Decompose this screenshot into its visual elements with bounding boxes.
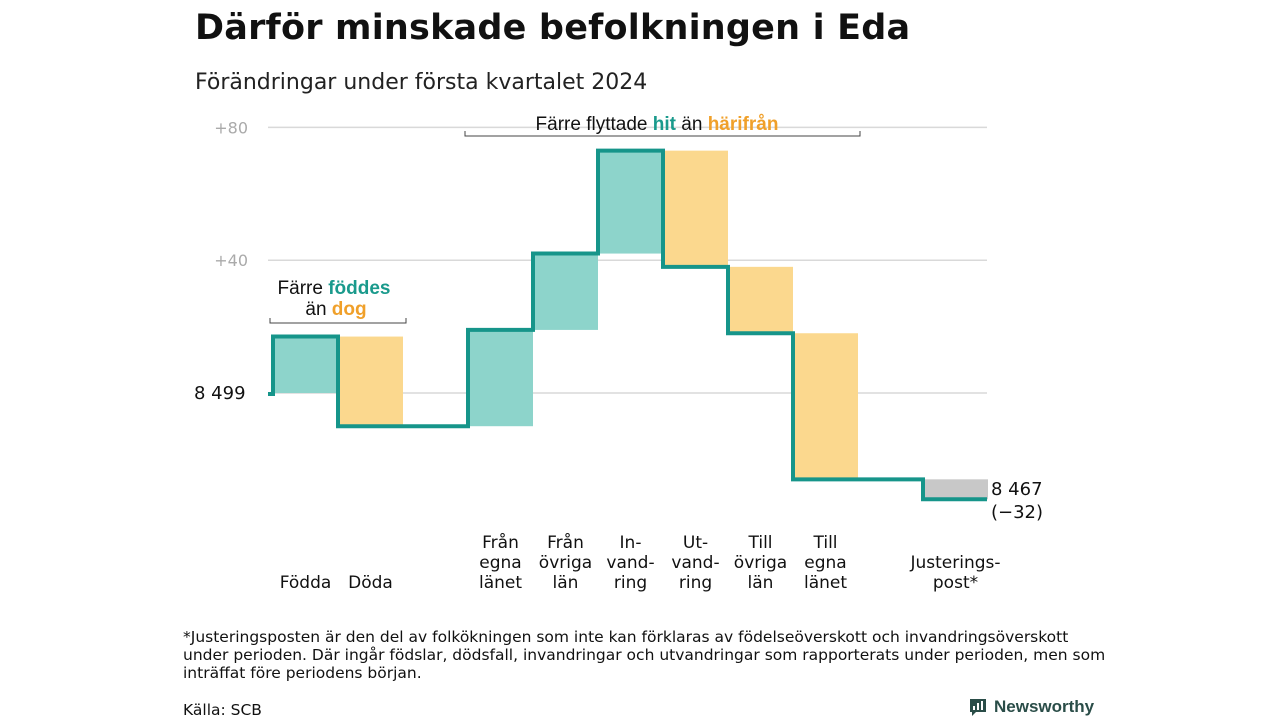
category-label: ring	[679, 573, 712, 593]
brand-name: Newsworthy	[994, 697, 1095, 716]
category-label: Från	[547, 532, 584, 553]
newsworthy-logo-icon	[970, 699, 986, 716]
category-label: egna	[479, 553, 521, 573]
category-label: Döda	[348, 573, 393, 593]
bar-adjust	[923, 479, 988, 500]
y-tick-label: +80	[214, 118, 248, 137]
category-label: vand-	[671, 553, 719, 573]
newsworthy-logo: Newsworthy	[968, 697, 1094, 717]
bar-in	[598, 150, 663, 254]
moves-bracket	[464, 131, 861, 137]
moves-annotation: Färre flyttade hit än härifrån	[536, 114, 779, 135]
bar-in	[273, 336, 338, 393]
category-label: egna	[804, 553, 846, 573]
y-tick-label: +40	[214, 251, 248, 270]
bar-out	[663, 150, 728, 267]
births-bracket	[269, 318, 407, 324]
category-label: övriga	[539, 553, 592, 573]
end-change-label: (−32)	[991, 502, 1043, 523]
category-label: post*	[933, 573, 978, 593]
category-label: länet	[804, 573, 847, 593]
category-label: länet	[479, 573, 522, 593]
births-annotation-line2: än dog	[305, 299, 366, 320]
source-label: Källa: SCB	[183, 701, 262, 719]
category-label: övriga	[734, 553, 787, 573]
category-label: län	[553, 573, 579, 593]
bar-out	[793, 333, 858, 480]
footnote: *Justeringsposten är den del av folkökni…	[183, 628, 1106, 682]
bar-out	[728, 266, 793, 334]
chart-title: Därför minskade befolkningen i Eda	[195, 8, 911, 48]
category-label: Ut-	[683, 533, 708, 553]
category-label: Till	[747, 533, 772, 553]
category-label: Till	[812, 533, 837, 553]
cumulative-step-line	[268, 148, 987, 502]
category-label: ring	[614, 573, 647, 593]
chart-subtitle: Förändringar under första kvartalet 2024	[195, 70, 648, 95]
category-label: Justerings-	[909, 553, 1000, 573]
category-label: vand-	[606, 553, 654, 573]
category-label: Från	[482, 532, 519, 553]
bar-in	[533, 253, 598, 330]
bar-out	[338, 336, 403, 427]
category-label: Födda	[280, 573, 332, 593]
start-value-label: 8 499	[194, 383, 246, 404]
end-value-label: 8 467	[991, 479, 1043, 500]
births-annotation-line1: Färre föddes	[278, 278, 391, 299]
category-label: In-	[620, 533, 642, 553]
category-label: län	[748, 573, 774, 593]
bar-in	[468, 329, 533, 427]
